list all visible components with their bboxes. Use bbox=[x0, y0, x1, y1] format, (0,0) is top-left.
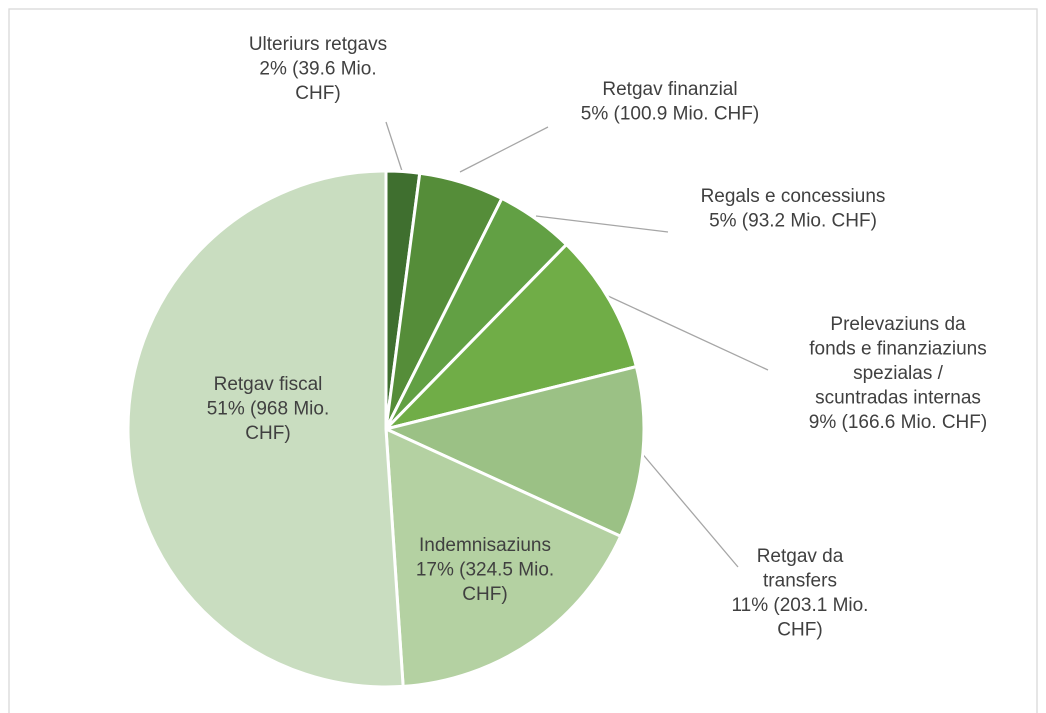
slice-category-label: Retgav fiscal bbox=[214, 374, 323, 395]
leader-lines bbox=[385, 121, 769, 568]
pie-slice bbox=[384, 426, 623, 689]
slice-value-label: 2% (39.6 Mio. CHF) bbox=[259, 59, 376, 105]
slices bbox=[126, 169, 646, 689]
slice-value-label: 9% (166.6 Mio. CHF) bbox=[809, 412, 987, 433]
pie-slice bbox=[381, 242, 639, 432]
frame bbox=[8, 8, 1038, 713]
slice-category-label: Retgav da transfers bbox=[757, 546, 844, 592]
pie-slice bbox=[126, 169, 405, 689]
slice-category-label: Regals e concessiuns bbox=[701, 186, 886, 207]
slice-category-label: Retgav finanzial bbox=[602, 79, 737, 100]
slice-value-label: 11% (203.1 Mio. CHF) bbox=[732, 595, 869, 641]
leader-line bbox=[385, 121, 403, 172]
slice-category-label: Prelevaziuns da fonds e finanziaziuns spez… bbox=[809, 314, 986, 409]
leader-line bbox=[607, 295, 769, 371]
slice-value-label: 17% (324.5 Mio. CHF) bbox=[416, 560, 554, 606]
slice-category-label: Ulteriurs retgavs bbox=[249, 34, 387, 55]
slice-value-label: 5% (93.2 Mio. CHF) bbox=[709, 211, 877, 232]
slice-value-label: 51% (968 Mio. CHF) bbox=[207, 399, 330, 445]
slice-value-label: 5% (100.9 Mio. CHF) bbox=[581, 104, 759, 125]
leader-line bbox=[459, 126, 549, 173]
slice-category-label: Indemnisaziuns bbox=[419, 535, 551, 556]
pie-slice bbox=[381, 364, 646, 539]
leader-line bbox=[535, 215, 669, 233]
leader-line bbox=[639, 450, 739, 568]
